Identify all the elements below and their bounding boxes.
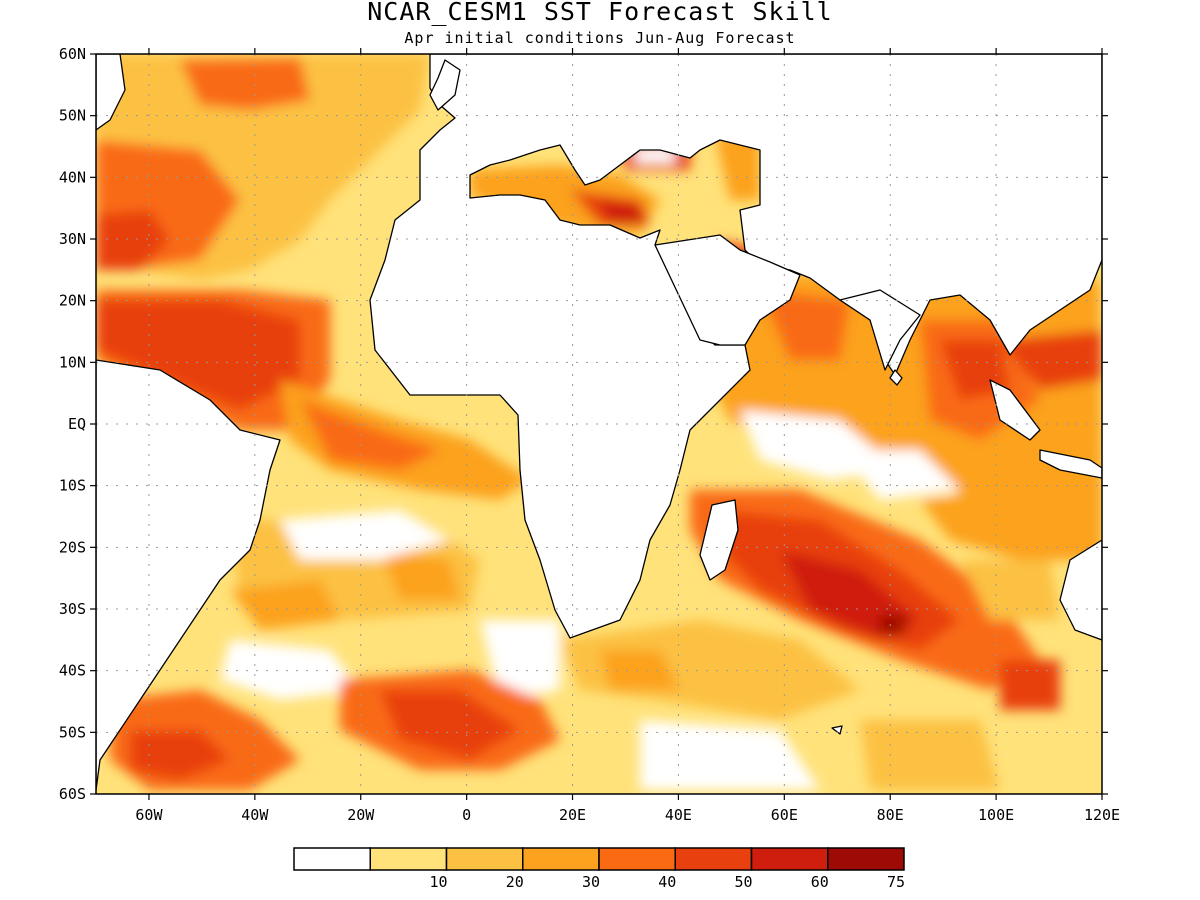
legend-label: 75 xyxy=(887,873,905,891)
lon-label: 60W xyxy=(135,806,163,824)
color-legend: 10 20 30 40 50 60 75 xyxy=(293,847,905,891)
legend-label: 40 xyxy=(658,873,676,891)
longitude-labels: 60W 40W 20W 0 20E 40E 60E 80E 100E 120E xyxy=(135,806,1120,824)
legend-label: 10 xyxy=(429,873,447,891)
lat-label: 60S xyxy=(59,785,86,803)
legend-swatch xyxy=(598,847,676,871)
lon-label: 60E xyxy=(771,806,798,824)
grid-lines xyxy=(96,54,1102,794)
lon-label: 40W xyxy=(241,806,269,824)
lon-label: 100E xyxy=(978,806,1014,824)
lat-label: 40S xyxy=(59,662,86,680)
lon-label: 80E xyxy=(877,806,904,824)
lat-label: 20N xyxy=(59,292,86,310)
lat-label: 10N xyxy=(59,353,86,371)
axis-ticks xyxy=(90,48,1108,800)
legend-label: 50 xyxy=(734,873,752,891)
legend-swatch xyxy=(522,847,600,871)
legend-label: 30 xyxy=(582,873,600,891)
legend-label: 20 xyxy=(506,873,524,891)
lat-label: 50N xyxy=(59,107,86,125)
lat-label: 30N xyxy=(59,230,86,248)
lat-label: 60N xyxy=(59,45,86,63)
legend-swatch xyxy=(369,847,448,871)
lat-label: 10S xyxy=(59,477,86,495)
map-subtitle: Apr initial conditions Jun-Aug Forecast xyxy=(404,29,796,47)
lon-label: 20E xyxy=(559,806,586,824)
lon-label: 120E xyxy=(1084,806,1120,824)
lon-label: 40E xyxy=(665,806,692,824)
lon-label: 0 xyxy=(462,806,471,824)
land-masses xyxy=(96,54,1102,791)
legend-swatch xyxy=(674,847,753,871)
legend-swatch xyxy=(445,847,524,871)
map-title: NCAR_CESM1 SST Forecast Skill xyxy=(367,0,833,26)
lat-label: 20S xyxy=(59,538,86,556)
lat-label: 50S xyxy=(59,723,86,741)
lat-label: 40N xyxy=(59,168,86,186)
legend-swatch xyxy=(750,847,829,871)
legend-swatch xyxy=(827,847,905,871)
legend-label: 60 xyxy=(811,873,829,891)
latitude-labels: 60N 50N 40N 30N 20N 10N EQ 10S 20S 30S 40S 50S 60S xyxy=(59,45,86,803)
legend-swatch xyxy=(293,847,371,871)
lon-label: 20W xyxy=(347,806,375,824)
lat-label: EQ xyxy=(68,415,86,433)
lat-label: 30S xyxy=(59,600,86,618)
